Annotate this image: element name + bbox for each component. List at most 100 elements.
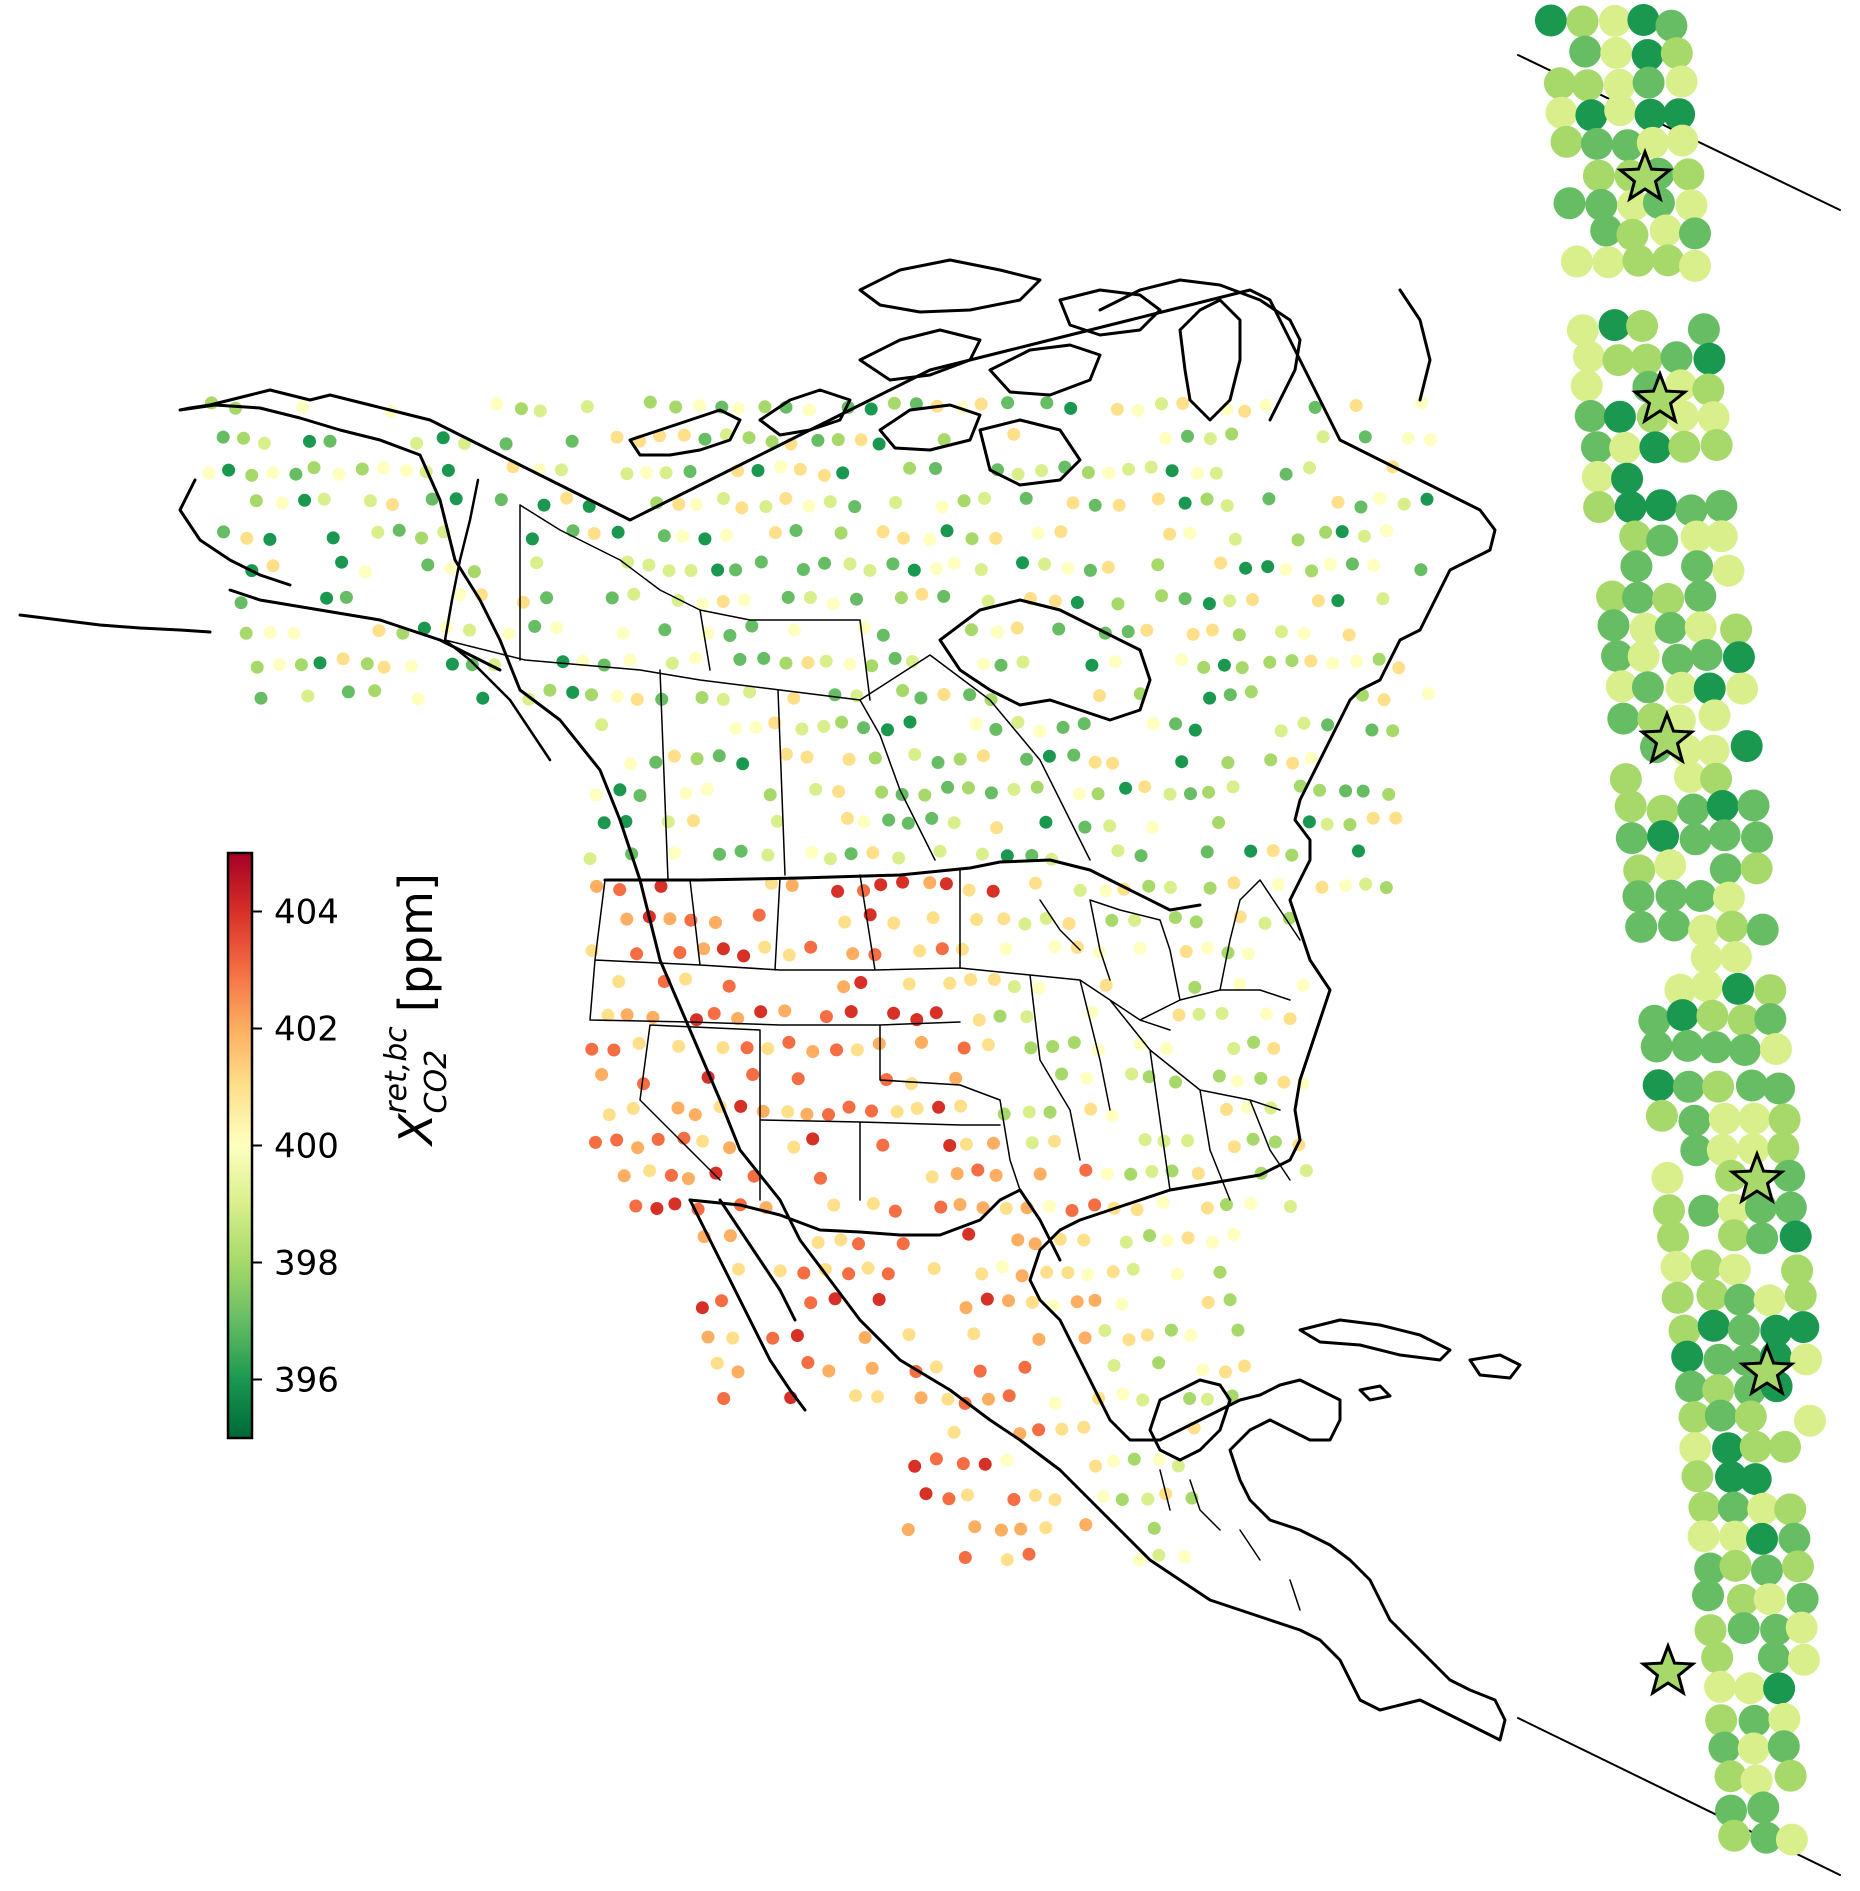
observation-dot xyxy=(1119,781,1133,795)
observation-dot xyxy=(1155,397,1168,411)
observation-dot xyxy=(245,468,259,482)
observation-dot xyxy=(589,788,603,802)
observation-dot xyxy=(1000,849,1014,863)
observation-dot xyxy=(826,597,840,611)
observation-dot xyxy=(289,467,303,481)
inset-observation-dot xyxy=(1784,1279,1817,1312)
observation-dot xyxy=(931,756,945,769)
observation-dot xyxy=(1349,399,1363,412)
observation-dot xyxy=(620,1008,634,1022)
observation-dot xyxy=(1152,1453,1166,1467)
observation-dot xyxy=(677,1131,691,1145)
observation-dot xyxy=(827,1198,841,1212)
observation-dot xyxy=(969,717,983,731)
observation-dot xyxy=(1151,558,1165,572)
observation-dot xyxy=(791,1072,805,1086)
inset-observation-dot xyxy=(1640,1030,1673,1063)
observation-dot xyxy=(1119,1235,1133,1249)
inset-observation-dot xyxy=(1668,430,1701,463)
inset-observation-dot xyxy=(1697,401,1730,434)
observation-dot xyxy=(707,1007,721,1020)
observation-dot xyxy=(717,1392,731,1405)
observation-dot xyxy=(1099,978,1113,992)
observation-dot xyxy=(1238,1359,1251,1373)
inset-observation-dot xyxy=(1679,249,1711,282)
observation-dot xyxy=(793,462,807,476)
observation-dot xyxy=(664,1168,678,1182)
observation-dot xyxy=(417,621,431,635)
observation-dot xyxy=(732,1262,745,1276)
observation-dot xyxy=(1308,400,1322,414)
observation-dot xyxy=(610,430,624,444)
inset-observation-dot xyxy=(1693,672,1726,705)
observation-dot xyxy=(263,626,277,639)
inset-observation-dot xyxy=(1688,1194,1721,1227)
inset-observation-dot xyxy=(1607,702,1640,735)
observation-dot xyxy=(968,1520,982,1534)
inset-observation-dot xyxy=(1690,970,1723,1003)
observation-dot xyxy=(1284,1200,1297,1213)
inset-observation-dot xyxy=(1574,400,1607,432)
inset-observation-dot xyxy=(1718,1253,1751,1286)
inset-observation-dot xyxy=(1605,670,1638,703)
observation-dot xyxy=(630,692,644,706)
inset-observation-dot xyxy=(1636,126,1669,159)
observation-dot xyxy=(796,563,810,576)
observation-dot xyxy=(997,912,1011,926)
observation-dot xyxy=(901,1523,915,1537)
observation-dot xyxy=(858,1331,872,1344)
observation-dot xyxy=(1223,688,1237,702)
observation-dot xyxy=(1260,1007,1274,1021)
observation-dot xyxy=(910,1101,924,1115)
borders-us-states xyxy=(589,867,1301,1201)
inset-observation-dot xyxy=(1779,1220,1812,1253)
inset-observation-dot xyxy=(1646,794,1679,827)
observation-dot xyxy=(657,529,671,543)
observation-dot xyxy=(1140,623,1154,637)
observation-dot xyxy=(908,1459,922,1473)
observation-dot xyxy=(695,691,709,704)
observation-dot xyxy=(326,531,340,545)
observation-dot xyxy=(716,595,730,608)
observation-dot xyxy=(1160,1234,1174,1248)
inset-observation-dot xyxy=(1675,494,1708,527)
observation-dot xyxy=(890,1105,904,1119)
observation-dot xyxy=(1061,562,1075,575)
inset-observation-dot xyxy=(1553,187,1586,220)
observation-dot xyxy=(868,948,882,962)
observation-dot xyxy=(731,1012,745,1025)
observation-dot xyxy=(1062,917,1076,931)
inset-observation-dot xyxy=(1739,1430,1772,1463)
observation-dot xyxy=(941,1392,955,1406)
observation-dot xyxy=(1108,655,1122,669)
colorbar-label-sub: CO2 xyxy=(419,1050,454,1114)
observation-dot xyxy=(795,722,809,736)
observation-dot xyxy=(307,461,321,475)
observation-dot xyxy=(1143,1229,1156,1242)
observation-dot xyxy=(1042,749,1056,763)
inset-observation-dot xyxy=(1653,1194,1685,1227)
inset-observation-dot xyxy=(1569,35,1602,68)
inset-observation-dot xyxy=(1724,1283,1757,1316)
inset-observation-dot xyxy=(1727,1004,1760,1037)
observation-dot xyxy=(386,498,399,511)
observation-dot xyxy=(1134,849,1148,863)
inset-observation-dot xyxy=(1727,1313,1760,1346)
observation-dot xyxy=(889,496,903,509)
observation-dot xyxy=(925,811,939,825)
observation-dot xyxy=(1373,491,1387,505)
observation-dot xyxy=(530,556,544,570)
observation-dot xyxy=(1220,1198,1233,1212)
observation-dot xyxy=(876,1138,890,1152)
inset-observation-dot xyxy=(1582,159,1615,192)
observation-dot xyxy=(947,816,961,830)
coastline-greenland xyxy=(1098,278,1432,422)
inset-observation-dot xyxy=(1717,1491,1750,1524)
inset-observation-dot xyxy=(1600,36,1633,69)
inset-observation-dot xyxy=(1652,583,1685,615)
inset-observation-dot xyxy=(1785,1611,1818,1644)
observation-dot xyxy=(701,1330,715,1344)
observation-dot xyxy=(865,1361,879,1375)
observation-dot xyxy=(1035,464,1049,478)
inset-observation-dot xyxy=(1674,761,1706,793)
